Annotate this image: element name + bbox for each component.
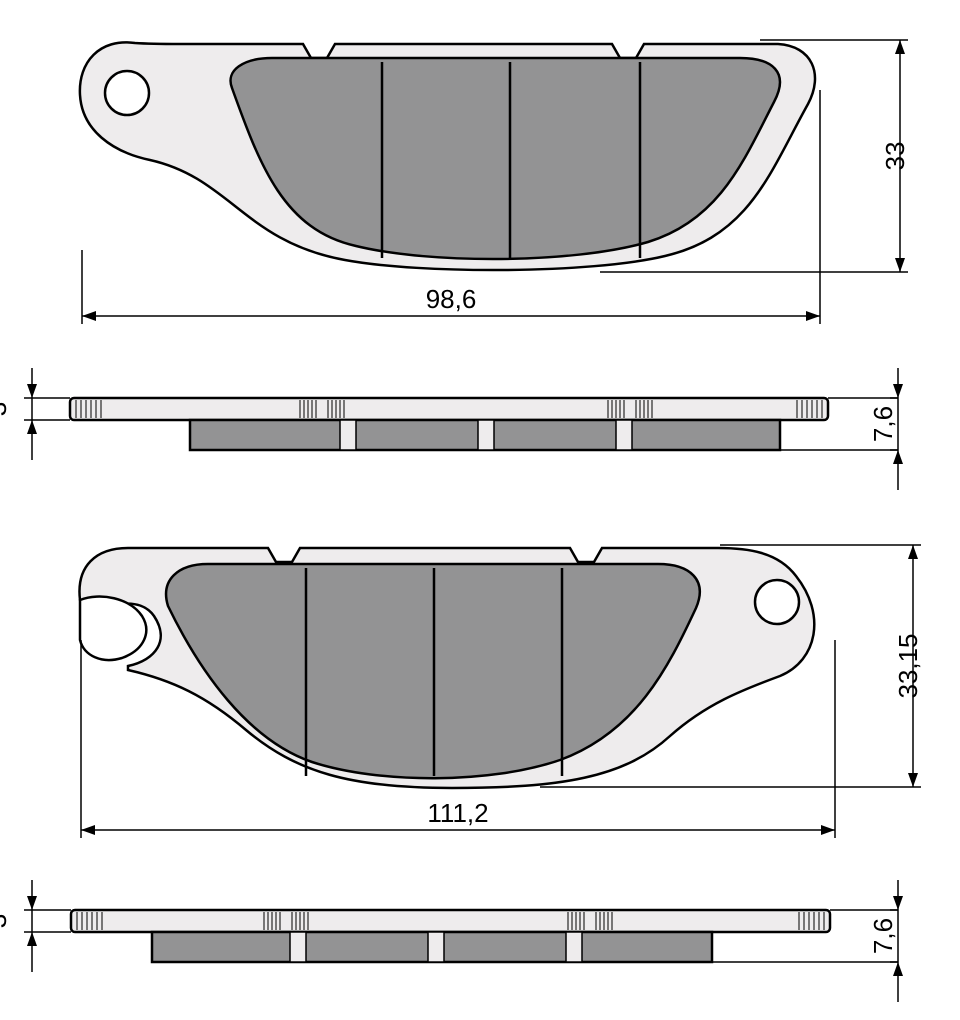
svg-text:3: 3 <box>0 914 12 928</box>
svg-text:7,6: 7,6 <box>868 406 898 442</box>
pad-top-side-plate <box>70 398 828 420</box>
pad-bottom-mounting-hole <box>755 580 799 624</box>
svg-text:98,6: 98,6 <box>426 284 477 314</box>
pad-bottom-side-plate <box>71 910 830 932</box>
svg-text:7,6: 7,6 <box>868 918 898 954</box>
svg-text:33,15: 33,15 <box>893 633 923 698</box>
svg-text:3: 3 <box>0 402 12 416</box>
svg-text:111,2: 111,2 <box>427 798 488 828</box>
svg-text:33: 33 <box>880 142 910 171</box>
pad-top-mounting-hole <box>105 71 149 115</box>
